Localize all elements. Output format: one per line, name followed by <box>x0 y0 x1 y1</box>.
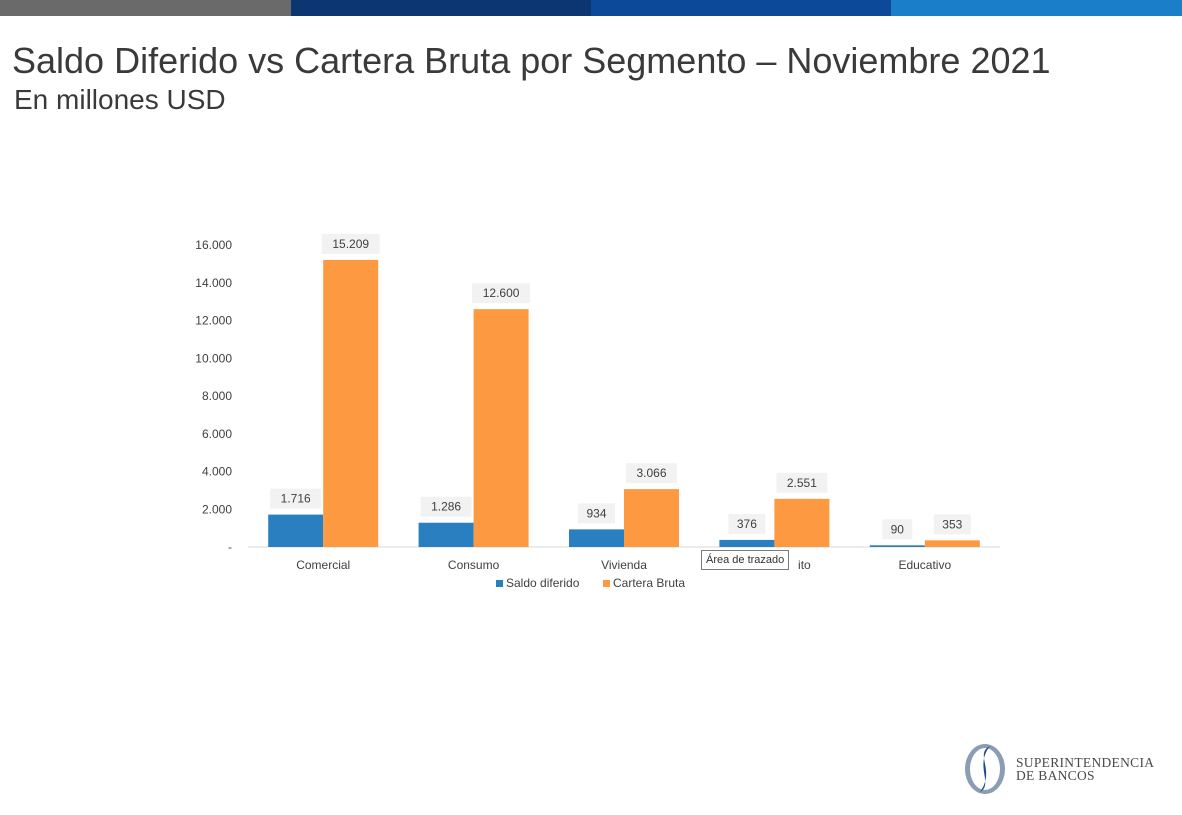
page-subtitle: En millones USD <box>14 84 226 115</box>
top-bar-blue <box>591 0 891 16</box>
superintendencia-logo-icon <box>965 744 1005 794</box>
plot-area-tooltip: Área de trazado <box>701 550 790 570</box>
bar-saldo-diferido <box>719 539 775 547</box>
bar-cartera-bruta <box>473 309 529 547</box>
data-label: 90 <box>891 522 905 536</box>
page-title: Saldo Diferido vs Cartera Bruta por Segm… <box>12 40 1051 81</box>
data-label: 2.551 <box>787 476 817 490</box>
data-label: 12.600 <box>483 286 520 300</box>
bar-saldo-diferido <box>418 522 474 547</box>
data-label: 3.066 <box>636 466 666 480</box>
category-label: Consumo <box>448 558 500 572</box>
data-label-box <box>626 463 677 484</box>
top-color-bar <box>0 0 1182 16</box>
category-label: Educativo <box>898 558 951 572</box>
y-tick-label: 4.000 <box>202 465 232 479</box>
y-tick-label: - <box>228 540 232 554</box>
data-label: 934 <box>586 506 606 520</box>
data-label-box <box>882 519 913 540</box>
bar-cartera-bruta <box>924 540 980 547</box>
logo-line-1: SUPERINTENDENCIA <box>1016 755 1155 770</box>
legend-swatch-saldo <box>496 580 503 587</box>
category-label: ito <box>798 558 811 572</box>
data-label: 376 <box>737 517 757 531</box>
data-label-box <box>321 233 380 254</box>
bar-saldo-diferido <box>268 514 324 547</box>
y-tick-label: 12.000 <box>195 314 232 328</box>
y-tick-label: 10.000 <box>195 351 232 365</box>
data-label: 15.209 <box>332 237 369 251</box>
y-tick-label: 6.000 <box>202 427 232 441</box>
data-label-box <box>420 496 472 517</box>
category-label: Vivienda <box>601 558 647 572</box>
legend-swatch-cartera <box>603 580 610 587</box>
y-tick-label: 14.000 <box>195 276 232 290</box>
data-label-box <box>776 472 828 493</box>
top-bar-light-blue <box>891 0 1182 16</box>
logo-line-2: DE BANCOS <box>1016 768 1095 783</box>
category-label: Comercial <box>296 558 350 572</box>
top-bar-navy <box>291 0 591 16</box>
bar-cartera-bruta <box>323 259 379 547</box>
legend-label: Cartera Bruta <box>613 576 685 590</box>
logo-text: SUPERINTENDENCIA DE BANCOS <box>1016 755 1155 783</box>
data-label-box <box>472 283 531 304</box>
top-bar-gray <box>0 0 291 16</box>
y-tick-label: 2.000 <box>202 502 232 516</box>
data-label: 1.286 <box>431 500 461 514</box>
data-label-box <box>728 513 766 534</box>
legend-label: Saldo diferido <box>506 576 580 590</box>
y-tick-label: 16.000 <box>195 238 232 252</box>
bar-cartera-bruta <box>624 489 679 547</box>
data-label: 353 <box>942 517 962 531</box>
y-tick-label: 8.000 <box>202 389 232 403</box>
bar-saldo-diferido <box>569 529 624 547</box>
bar-cartera-bruta <box>774 498 830 547</box>
data-label-box <box>578 503 615 524</box>
data-label: 1.716 <box>281 492 311 506</box>
bar-saldo-diferido <box>869 545 925 547</box>
data-label-box <box>270 488 322 509</box>
data-label-box <box>933 514 971 535</box>
